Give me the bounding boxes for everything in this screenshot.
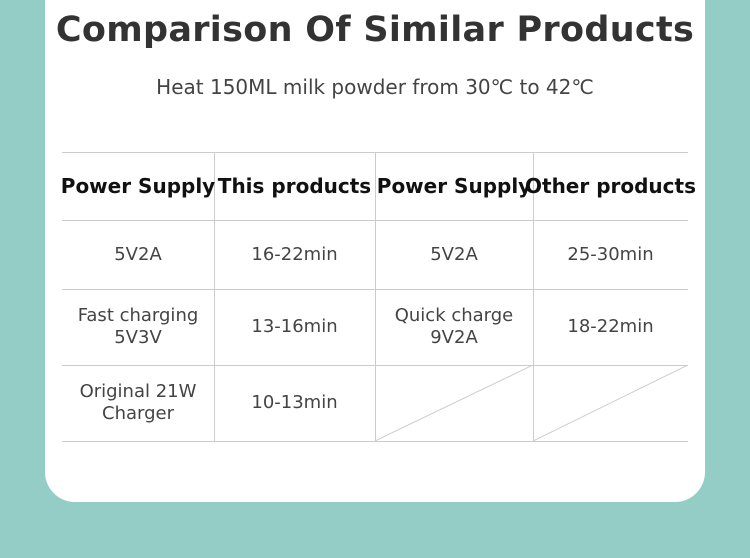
subtitle: Heat 150ML milk powder from 30℃ to 42℃	[156, 75, 594, 99]
table-cell: Original 21W Charger	[79, 381, 197, 424]
table-cell: 16-22min	[251, 243, 338, 265]
table-cell	[533, 365, 688, 441]
table-cell: Fast charging 5V3V	[77, 305, 199, 348]
table-cell: 13-16min	[251, 316, 338, 337]
table-cell: 5V2A	[114, 243, 162, 265]
empty-cell-diagonal	[533, 365, 688, 441]
column-header: Other products	[525, 174, 696, 198]
row-border	[62, 441, 688, 442]
column-border	[533, 152, 534, 441]
column-header: Power Supply	[376, 174, 532, 198]
title: Comparison Of Similar Products	[55, 10, 695, 50]
table-cell: 10-13min	[251, 392, 338, 413]
column-border	[375, 152, 376, 441]
column-header: Power Supply	[60, 174, 216, 198]
table-cell: 25-30min	[567, 243, 654, 265]
table-cell	[375, 365, 533, 441]
column-header: This products	[217, 174, 372, 198]
table-cell: 18-22min	[567, 316, 654, 337]
column-border	[214, 152, 215, 441]
table-cell: 5V2A	[430, 243, 478, 265]
empty-cell-diagonal	[375, 365, 533, 441]
table-cell: Quick charge 9V2A	[394, 305, 514, 348]
